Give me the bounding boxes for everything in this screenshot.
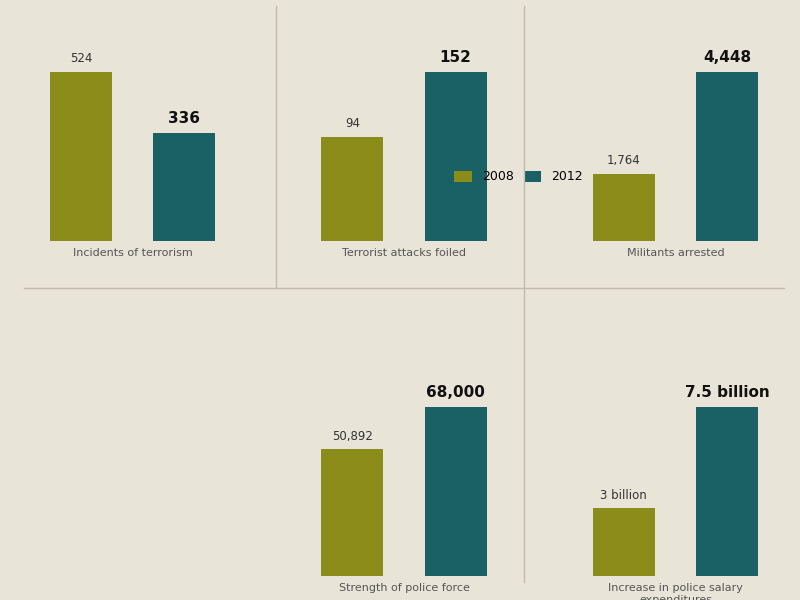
Text: 7.5 billion: 7.5 billion [685,385,770,400]
Text: 50,892: 50,892 [332,430,373,443]
Bar [696,72,758,241]
X-axis label: Increase in police salary
expenditures: Increase in police salary expenditures [608,583,743,600]
Bar [322,137,383,241]
Bar [696,407,758,576]
Bar [593,174,654,241]
Text: 336: 336 [168,111,200,126]
Text: 1,764: 1,764 [607,154,641,167]
Text: 4,448: 4,448 [703,50,751,65]
Bar [425,407,486,576]
X-axis label: Incidents of terrorism: Incidents of terrorism [73,248,193,258]
X-axis label: Strength of police force: Strength of police force [338,583,470,593]
Legend: 2008, 2012: 2008, 2012 [454,170,582,184]
Text: 152: 152 [440,50,472,65]
Text: 524: 524 [70,52,92,65]
Bar [322,449,383,576]
Text: 68,000: 68,000 [426,385,485,400]
Bar [50,72,112,241]
Bar [425,72,486,241]
Text: 3 billion: 3 billion [600,488,647,502]
Bar [593,508,654,576]
Text: 94: 94 [345,117,360,130]
X-axis label: Militants arrested: Militants arrested [626,248,724,258]
Bar [154,133,215,241]
X-axis label: Terrorist attacks foiled: Terrorist attacks foiled [342,248,466,258]
